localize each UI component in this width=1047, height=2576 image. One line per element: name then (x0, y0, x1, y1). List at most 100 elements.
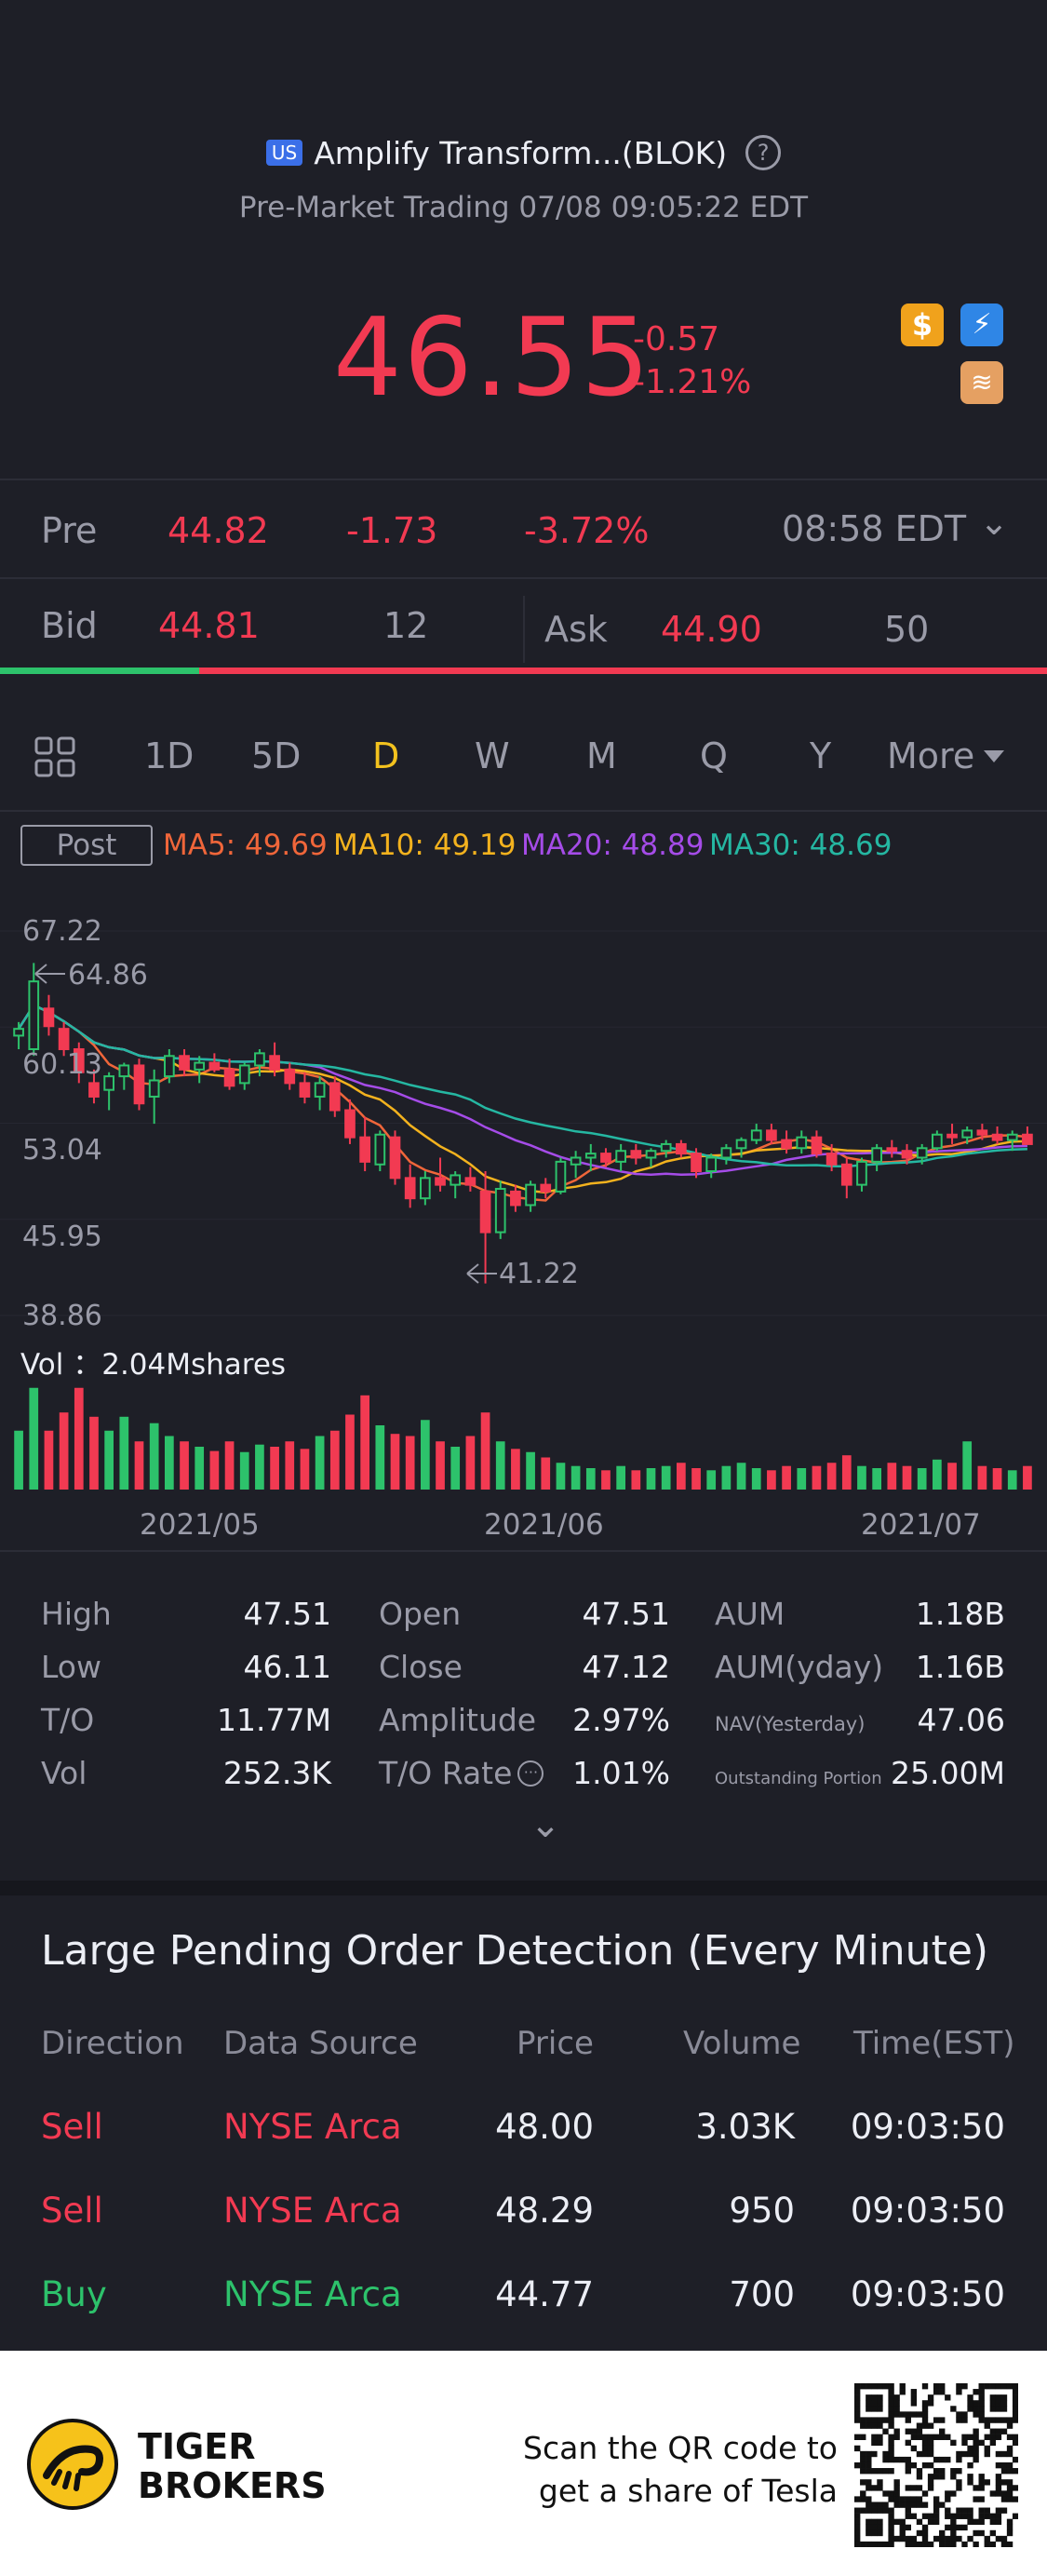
order-volume: 3.03K (695, 2107, 795, 2147)
candle-body (359, 1136, 371, 1163)
candle-body (374, 1133, 386, 1166)
order-price: 48.00 (495, 2107, 594, 2147)
tab-1d[interactable]: 1D (144, 735, 195, 776)
volume-bar (556, 1463, 566, 1490)
tab-more[interactable]: More (887, 735, 1005, 776)
order-direction: Sell (41, 2191, 103, 2231)
volume-bar (149, 1423, 159, 1490)
promo-line: Scan the QR code to (523, 2430, 838, 2466)
candle-body (630, 1150, 642, 1159)
ma30-label: MA30: 48.69 (709, 829, 893, 862)
volume-bar (285, 1441, 295, 1490)
candle-body (479, 1190, 491, 1234)
change-percent: -1.21% (633, 363, 752, 401)
volume-bar (465, 1436, 476, 1490)
high-marker-label: 64.86 (68, 959, 148, 991)
title-row: US Amplify Transform...(BLOK) ? (0, 130, 1047, 175)
volume-bar (270, 1447, 279, 1490)
order-volume: 950 (729, 2191, 795, 2231)
volume-bar (89, 1416, 99, 1490)
current-price: 46.55 (333, 295, 652, 421)
flash-icon[interactable]: ⚡ (960, 303, 1003, 346)
candle-body (1022, 1133, 1033, 1145)
candle-body (450, 1174, 462, 1186)
candle-body (826, 1153, 838, 1166)
volume-bar (782, 1465, 791, 1490)
tab-q[interactable]: Q (700, 735, 728, 776)
volume-bar (677, 1463, 686, 1490)
stat-label: AUM(yday) (715, 1649, 884, 1685)
volume-bar (180, 1441, 189, 1490)
promo-text: Scan the QR code to get a share of Tesla (521, 2427, 838, 2513)
help-icon[interactable]: ? (745, 135, 782, 170)
brand-line: BROKERS (138, 2465, 327, 2506)
volume-bar (631, 1470, 641, 1490)
expand-chevron-icon[interactable]: ⌄ (530, 1803, 561, 1846)
candle-body (148, 1079, 160, 1098)
candle-body (886, 1147, 898, 1153)
tab-d[interactable]: D (372, 735, 400, 776)
x-tick-label: 2021/07 (861, 1508, 981, 1542)
bid-ratio-bar (0, 668, 199, 674)
pre-time-selector[interactable]: 08:58 EDT ⌄ (782, 502, 1009, 549)
ask-ratio-bar (199, 668, 1047, 674)
y-tick-label: 45.95 (22, 1221, 102, 1253)
candle-body (615, 1150, 627, 1163)
candle-body (223, 1068, 235, 1087)
turnover-rate-label[interactable]: T/O Rate ··· (379, 1755, 544, 1791)
stat-label: NAV(Yesterday) (715, 1713, 866, 1735)
order-volume: 700 (729, 2274, 795, 2314)
volume-bar (195, 1447, 205, 1490)
tab-m[interactable]: M (586, 735, 617, 776)
pre-change: -1.73 (346, 510, 438, 551)
tab-5d[interactable]: 5D (251, 735, 302, 776)
grid-icon[interactable] (34, 735, 76, 778)
volume-bar (977, 1465, 987, 1490)
order-direction: Sell (41, 2107, 103, 2147)
volume-bar (933, 1459, 942, 1490)
layers-icon[interactable]: ≋ (960, 361, 1003, 404)
pre-label: Pre (41, 510, 98, 551)
volume-bar (812, 1465, 822, 1490)
high-arrow-icon (34, 964, 65, 984)
volume-bar (300, 1449, 310, 1490)
candle-body (13, 1028, 24, 1037)
candle-body (88, 1082, 100, 1098)
volume-bar (405, 1436, 415, 1490)
candle-body (194, 1061, 206, 1071)
ask-size: 50 (884, 609, 930, 650)
stat-label: Low (41, 1649, 101, 1685)
candle-body (28, 980, 40, 1050)
volume-bar (14, 1430, 23, 1490)
dollar-icon[interactable]: $ (901, 303, 944, 346)
column-header: Time(EST) (853, 2025, 1015, 2062)
candle-body (329, 1082, 341, 1112)
candle-body (720, 1147, 732, 1159)
tab-y[interactable]: Y (810, 735, 832, 776)
volume-bar (601, 1470, 611, 1490)
candle-body (750, 1129, 762, 1141)
candlestick-chart[interactable]: 67.22 60.13 53.04 45.95 38.86 64.86 41.2… (0, 894, 1047, 1545)
tab-w[interactable]: W (475, 735, 510, 776)
ma10-label: MA10: 49.19 (333, 829, 517, 862)
ma5-label: MA5: 49.69 (163, 829, 328, 862)
pre-price: 44.82 (168, 510, 269, 551)
post-badge[interactable]: Post (20, 825, 153, 866)
order-direction: Buy (41, 2274, 107, 2314)
candle-body (901, 1150, 913, 1159)
volume-bar (585, 1468, 596, 1490)
order-source: NYSE Arca (223, 2274, 402, 2314)
divider (0, 577, 1047, 579)
brand-line: TIGER (138, 2426, 256, 2467)
tiger-logo-icon (27, 2419, 118, 2510)
order-time: 09:03:50 (850, 2191, 1005, 2231)
volume-bar (826, 1463, 837, 1490)
ask-label: Ask (544, 609, 608, 650)
bid-label: Bid (41, 605, 98, 646)
volume-bar (751, 1468, 761, 1490)
candle-body (164, 1055, 175, 1078)
divider (0, 479, 1047, 480)
candle-body (314, 1082, 326, 1098)
candle-body (705, 1156, 718, 1173)
volume-bar (526, 1451, 535, 1490)
